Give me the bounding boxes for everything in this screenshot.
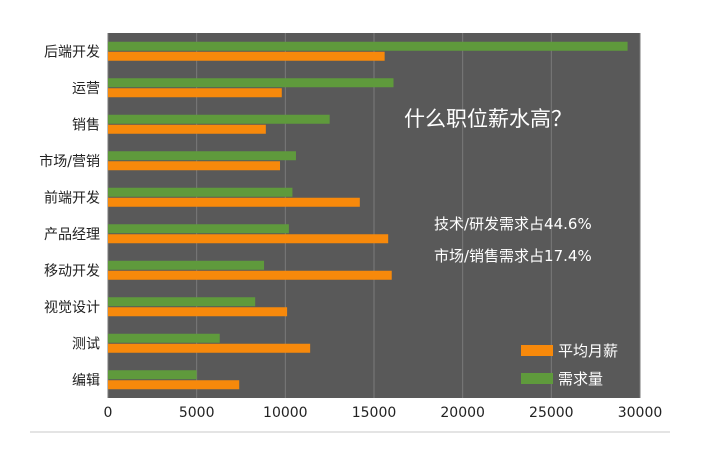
bar-salary	[108, 161, 281, 171]
bar-demand	[108, 370, 197, 380]
bar-demand	[108, 260, 265, 270]
bar-demand	[108, 114, 330, 124]
x-tick-label: 5000	[179, 405, 215, 421]
category-label: 销售	[72, 117, 100, 133]
bar-demand	[108, 41, 628, 51]
bars-layer	[108, 41, 628, 390]
bar-demand	[108, 78, 394, 88]
bar-demand	[108, 151, 296, 161]
category-label: 产品经理	[44, 227, 100, 243]
chart-title: 什么职位薪水高？	[404, 107, 572, 131]
category-label: 后端开发	[44, 44, 100, 60]
legend-swatch-salary	[521, 345, 553, 356]
x-tick-label: 0	[104, 405, 113, 421]
category-label: 编辑	[72, 373, 100, 389]
legend-swatch-demand	[521, 373, 553, 384]
bar-salary	[108, 197, 360, 207]
legend-label-salary: 平均月薪	[558, 342, 618, 360]
bar-salary	[108, 343, 311, 353]
annotation-marketing: 市场/销售需求占17.4%	[434, 247, 592, 265]
bar-demand	[108, 187, 293, 197]
category-label: 运营	[72, 81, 100, 97]
category-label: 市场/营销	[39, 153, 100, 170]
category-label: 测试	[72, 336, 100, 352]
x-tick-label: 30000	[618, 405, 663, 421]
x-tick-labels: 0 5000 10000 15000 20000 25000 30000	[104, 405, 663, 421]
category-label: 前端开发	[44, 189, 100, 206]
bar-demand	[108, 333, 220, 343]
annotation-tech: 技术/研发需求占44.6%	[434, 215, 592, 233]
legend-label-demand: 需求量	[558, 370, 603, 388]
bar-demand	[108, 224, 289, 234]
category-label: 视觉设计	[44, 300, 100, 316]
bar-demand	[108, 297, 256, 307]
bar-salary	[108, 124, 266, 134]
bar-salary	[108, 380, 240, 390]
x-tick-label: 25000	[529, 405, 574, 421]
bar-salary	[108, 270, 392, 280]
bar-salary	[108, 88, 282, 98]
legend: 平均月薪 需求量	[521, 342, 618, 388]
category-label: 移动开发	[44, 263, 100, 279]
bar-salary	[108, 51, 385, 61]
x-tick-label: 10000	[263, 405, 308, 421]
bar-salary	[108, 307, 288, 317]
bar-salary	[108, 234, 389, 244]
x-tick-label: 15000	[352, 405, 397, 421]
x-tick-label: 20000	[440, 405, 485, 421]
